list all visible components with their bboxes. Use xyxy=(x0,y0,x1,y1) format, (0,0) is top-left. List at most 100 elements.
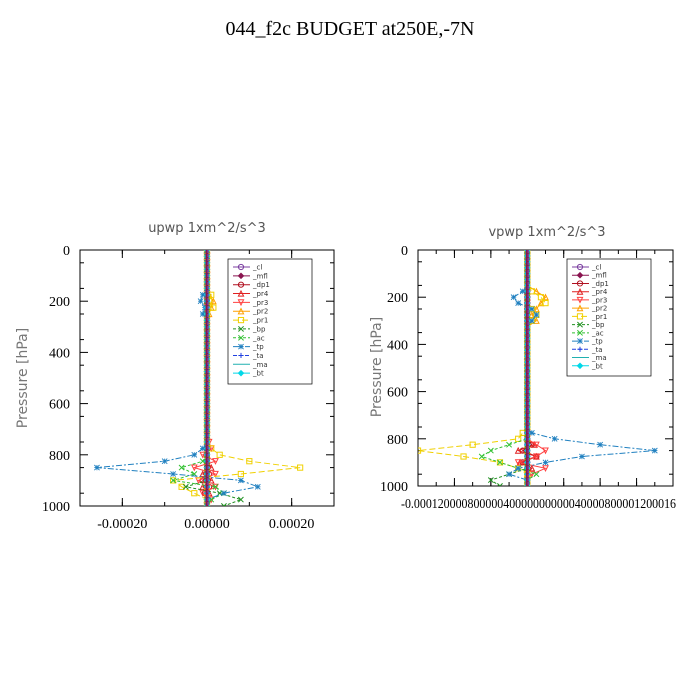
y-tick-label: 800 xyxy=(49,449,70,464)
series-group xyxy=(418,250,658,486)
series-point-tp xyxy=(510,294,517,301)
legend-label: _mfl xyxy=(252,272,268,280)
series-point-pr1 xyxy=(178,483,185,490)
series-point-ac xyxy=(506,441,513,448)
series-point-pr3 xyxy=(514,459,522,467)
series-point-tp xyxy=(221,490,227,497)
series-point-tp xyxy=(551,435,558,442)
y-tick-label: 800 xyxy=(387,433,408,448)
legend-label: _pr1 xyxy=(252,317,268,325)
legend-marker xyxy=(576,313,584,320)
legend-marker xyxy=(576,296,584,304)
series-point-pr1 xyxy=(246,458,253,465)
series-point-ac xyxy=(178,464,185,471)
series-point-tp xyxy=(191,451,198,458)
legend-marker xyxy=(576,304,584,312)
legend-marker xyxy=(237,307,245,315)
legend-marker xyxy=(577,321,583,328)
y-tick-label: 400 xyxy=(387,338,408,353)
legend-marker xyxy=(577,329,583,336)
series-point-tp xyxy=(519,288,526,295)
legend-label: _pr2 xyxy=(591,305,607,313)
series-point-ac xyxy=(497,459,503,466)
series-point-tp xyxy=(199,445,206,452)
legend-marker xyxy=(237,272,245,280)
legend-label: _ac xyxy=(591,329,604,337)
series-point-pr2 xyxy=(532,305,540,313)
series-point-tp xyxy=(528,306,535,312)
series-point-bp xyxy=(487,477,494,484)
series-point-tp xyxy=(597,441,604,448)
y-axis-label: Pressure [hPa] xyxy=(15,328,31,428)
series-point-ac xyxy=(199,458,206,465)
series-point-pr2 xyxy=(532,317,540,324)
y-tick-label: 0 xyxy=(401,244,408,259)
series-point-pr3 xyxy=(532,453,540,461)
series-point-pr3 xyxy=(190,464,198,472)
series-point-pr1 xyxy=(170,477,177,484)
series-point-bp xyxy=(497,483,503,486)
series-line-ac xyxy=(172,250,225,506)
series-point-pr1 xyxy=(297,464,304,471)
series-point-tp xyxy=(161,458,168,465)
series-point-pr1 xyxy=(542,300,549,307)
series-point-tp xyxy=(506,471,512,478)
series-point-pr1 xyxy=(216,451,223,458)
legend-label: _cl xyxy=(252,264,262,272)
legend-marker xyxy=(238,352,244,359)
series-point-tp xyxy=(533,311,540,318)
legend-marker xyxy=(238,325,244,332)
series-point-bp xyxy=(220,503,227,506)
series-point-pr1 xyxy=(460,453,467,460)
legend-label: _pr1 xyxy=(591,313,607,321)
panel-vpwp: vpwp 1xm^2/s^3 Pressure [hPa] 0 200 400 600 80… xyxy=(369,225,676,512)
legend-marker xyxy=(237,263,245,271)
x-tick-label: 0.00000 xyxy=(184,517,230,532)
legend-marker xyxy=(237,316,245,324)
legend-marker xyxy=(576,271,584,279)
legend-box xyxy=(227,258,313,385)
series-point-tp xyxy=(515,300,522,307)
legend-marker xyxy=(576,280,584,287)
legend: _cl_mfl_dp1_pr4_pr3_pr2_pr1_bp_ac_tp_ta_… xyxy=(227,258,313,385)
series-point-tp xyxy=(170,471,177,477)
legend-marker xyxy=(237,369,245,377)
series-point-pr1 xyxy=(537,294,545,301)
series-point-pr1 xyxy=(191,490,198,497)
page-title: 044_f2c BUDGET at250E,-7N xyxy=(225,18,475,40)
series-point-tp xyxy=(515,465,522,472)
series-point-tp xyxy=(199,291,206,298)
series-point-pr1 xyxy=(237,470,244,478)
series-point-tp xyxy=(579,453,585,460)
legend-marker xyxy=(237,299,245,307)
x-tick-labels-overlap: -0.0001200008000004000000000004000080000… xyxy=(401,497,676,512)
series-point-pr3 xyxy=(532,441,540,449)
series-point-tp xyxy=(528,429,535,436)
legend-label: _ma xyxy=(252,361,268,369)
x-tick-label: 0.00020 xyxy=(269,517,315,532)
y-tick-label: 400 xyxy=(49,346,70,361)
legend-marker xyxy=(237,289,245,297)
legend-label: _mfl xyxy=(591,272,607,280)
series-group xyxy=(94,250,304,506)
legend-label: _pr2 xyxy=(252,308,268,316)
legend-box xyxy=(566,258,652,377)
series-point-ac xyxy=(478,453,485,460)
series-point-pr2 xyxy=(537,299,545,307)
legend-label: _pr4 xyxy=(591,288,608,296)
legend-label: _ac xyxy=(252,334,265,342)
series-point-pr3 xyxy=(212,458,219,465)
legend-label: _bp xyxy=(252,325,266,333)
series-point-bp xyxy=(237,496,244,503)
legend-label: _dp1 xyxy=(252,281,270,289)
series-point-ac xyxy=(487,447,494,454)
series-point-tp xyxy=(94,464,100,471)
series-point-ac xyxy=(533,471,540,478)
series-point-ac xyxy=(170,477,177,484)
legend-label: _tp xyxy=(252,343,264,351)
legend-label: _cl xyxy=(591,264,601,272)
panel-title: upwp 1xm^2/s^3 xyxy=(148,221,266,236)
series-point-pr3 xyxy=(542,465,549,473)
series-point-tp xyxy=(254,483,261,490)
